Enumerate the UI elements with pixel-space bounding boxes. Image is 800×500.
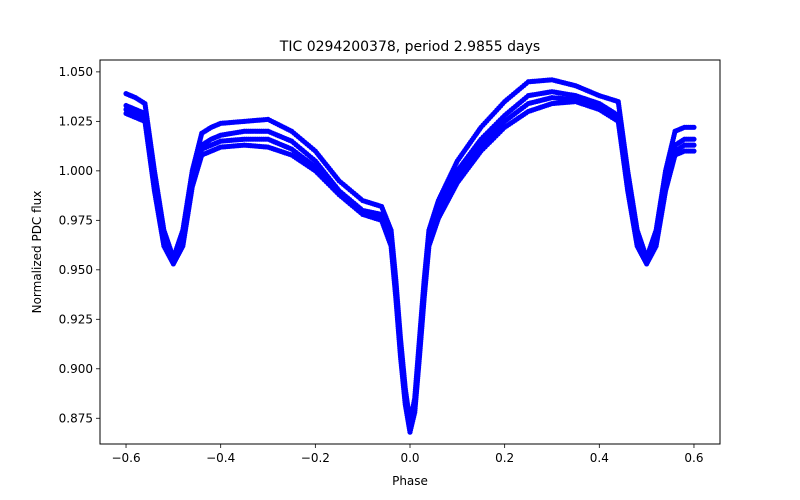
chart-title: TIC 0294200378, period 2.9855 days xyxy=(279,39,540,55)
data-point xyxy=(691,148,697,154)
y-tick-label: 0.900 xyxy=(59,362,93,376)
x-tick-label: 0.4 xyxy=(590,451,609,465)
data-point xyxy=(691,136,697,142)
x-tick-label: −0.2 xyxy=(301,451,330,465)
y-axis-label: Normalized PDC flux xyxy=(30,191,44,314)
data-point xyxy=(691,142,697,148)
y-tick-label: 1.000 xyxy=(59,164,93,178)
x-tick-label: 0.0 xyxy=(400,451,419,465)
y-tick-label: 0.925 xyxy=(59,312,93,326)
y-tick-label: 0.950 xyxy=(59,263,93,277)
y-tick-label: 1.050 xyxy=(59,65,93,79)
y-tick-label: 0.975 xyxy=(59,213,93,227)
x-tick-label: 0.6 xyxy=(684,451,703,465)
y-tick-label: 0.875 xyxy=(59,411,93,425)
data-points xyxy=(123,77,697,435)
x-axis-label: Phase xyxy=(392,474,428,488)
y-axis: 0.875 0.900 0.925 0.950 0.975 1.000 1.025 1.050 xyxy=(59,65,100,425)
y-tick-label: 1.025 xyxy=(59,114,93,128)
x-tick-label: −0.6 xyxy=(111,451,140,465)
x-tick-label: 0.2 xyxy=(495,451,514,465)
x-axis: −0.6 −0.4 −0.2 0.0 0.2 0.4 0.6 xyxy=(111,444,704,465)
x-tick-label: −0.4 xyxy=(206,451,235,465)
data-point xyxy=(691,124,697,130)
